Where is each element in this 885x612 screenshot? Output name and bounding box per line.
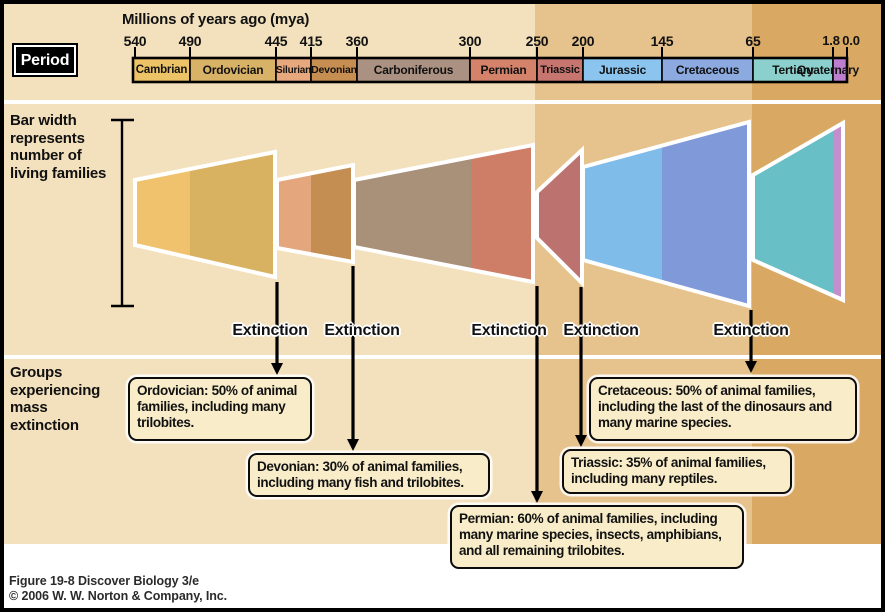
period-bar-segment-permian (469, 57, 538, 83)
funnel-segment-jurassic (583, 146, 662, 282)
figure-caption: Figure 19-8 Discover Biology 3/e (9, 574, 199, 588)
extinction-arrowhead (347, 439, 359, 451)
extinction-label-cretaceous: Extinction (713, 322, 789, 339)
tick-label-250: 250 (525, 33, 549, 49)
timeline-title: Millions of years ago (mya) (122, 11, 310, 28)
tick-label-65: 65 (745, 33, 761, 49)
funnel-chunk-outline (581, 119, 751, 309)
callout-cretaceous: Cretaceous: 50% of animal families, incl… (589, 377, 857, 441)
funnel-chunk-outline (133, 149, 277, 280)
period-label-jurassic: Jurassic (598, 63, 647, 77)
callout-devonian: Devonian: 30% of animal families, includ… (248, 453, 490, 497)
period-label-tertiary: Tertiary (772, 63, 814, 77)
extinction-arrowhead (271, 363, 283, 375)
funnel-segment-carboniferous (354, 157, 471, 270)
funnel-segment-permian (471, 145, 533, 282)
period-label-cretaceous: Cretaceous (675, 63, 740, 77)
groups-note: Groups experiencing mass extinction (10, 364, 101, 434)
period-label-quaternary: Quaternary (797, 63, 860, 77)
funnel-segment-tertiary (753, 129, 833, 296)
funnel-segment-cretaceous (662, 122, 749, 306)
tick-label-360: 360 (345, 33, 369, 49)
tick-label-300: 300 (458, 33, 482, 49)
callout-permian: Permian: 60% of animal families, includi… (450, 505, 744, 569)
tick-label-0-0: 0.0 (842, 33, 860, 48)
callout-triassic: Triassic: 35% of animal families, includ… (562, 449, 792, 494)
funnel-segment-devonian (311, 165, 353, 262)
tick-label-200: 200 (571, 33, 595, 49)
tick-label-145: 145 (650, 33, 674, 49)
funnel-segment-cambrian (135, 169, 190, 258)
period-label-triassic: Triassic (540, 64, 580, 76)
tick-label-1-8: 1.8 (822, 33, 840, 48)
funnel-segment-quaternary (833, 123, 843, 300)
tick-label-445: 445 (264, 33, 288, 49)
period-label-devonian: Devonian (311, 64, 357, 76)
section-divider-bottom (4, 355, 881, 359)
extinction-arrowhead (745, 361, 757, 373)
funnel-chunk-outline (751, 119, 845, 304)
extinction-label-triassic: Extinction (563, 322, 639, 339)
funnel-segment-silurian (277, 173, 311, 254)
extinction-label-ordovician: Extinction (232, 322, 308, 339)
section-divider-top (4, 100, 881, 104)
extinction-label-devonian: Extinction (324, 322, 400, 339)
extinction-arrowhead (575, 435, 587, 447)
period-label-silurian: Silurian (276, 65, 312, 76)
tick-label-540: 540 (123, 33, 147, 49)
callout-ordovician: Ordovician: 50% of animal families, incl… (128, 377, 312, 441)
funnel-segment-ordovician (190, 152, 275, 277)
period-label-carboniferous: Carboniferous (373, 63, 454, 77)
tick-label-490: 490 (178, 33, 202, 49)
funnel-chunk-outline (535, 145, 584, 288)
period-label-box: Period (12, 43, 78, 77)
period-label-ordovician: Ordovician (202, 63, 264, 77)
extinction-label-permian: Extinction (471, 322, 547, 339)
period-bar-frame (131, 56, 849, 84)
extinction-arrowhead (531, 491, 543, 503)
bar-width-note: Bar width represents number of living fa… (10, 112, 107, 182)
period-label-cambrian: Cambrian (135, 64, 188, 76)
period-bar-segment-ordovician (189, 57, 277, 83)
tick-label-415: 415 (299, 33, 323, 49)
figure-copyright: © 2006 W. W. Norton & Company, Inc. (9, 589, 228, 603)
period-bar-segment-carboniferous (356, 57, 471, 83)
period-label-permian: Permian (480, 63, 527, 77)
funnel-chunk-outline (275, 162, 355, 265)
funnel-chunk-outline (352, 142, 535, 285)
